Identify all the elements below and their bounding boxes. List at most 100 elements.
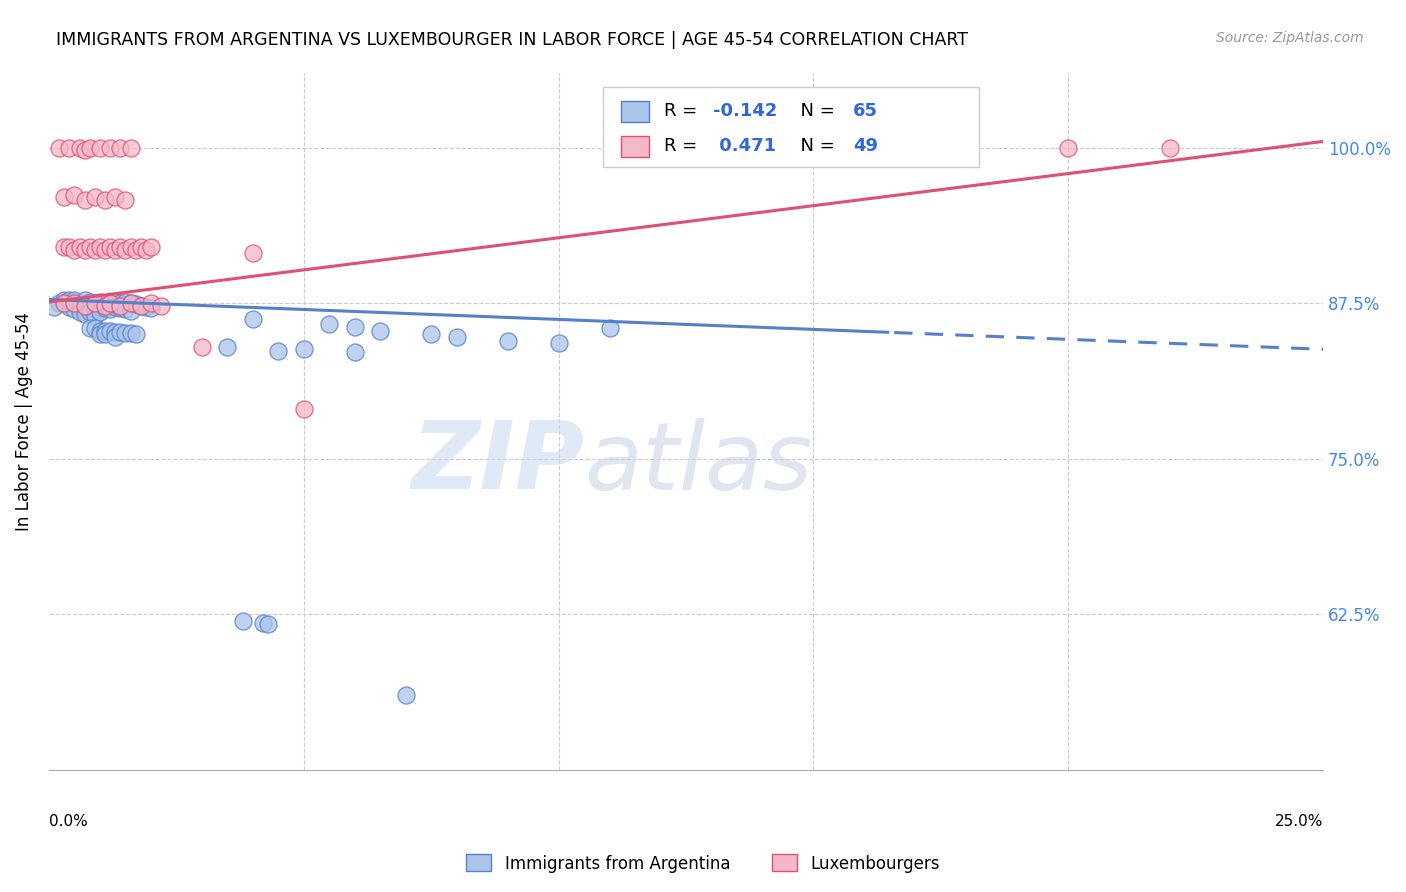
Point (124, 327, 146, 342)
Point (110, 325, 132, 339)
Point (83, 309, 105, 323)
Point (73, 308, 96, 322)
Point (110, 301, 132, 316)
Point (104, 325, 127, 339)
Point (242, 246, 264, 260)
Point (120, 326, 142, 340)
Point (120, 141, 142, 155)
Point (73, 299, 96, 313)
Point (63, 243, 86, 257)
Point (135, 243, 157, 257)
FancyBboxPatch shape (603, 87, 979, 167)
Point (58, 296, 80, 310)
Point (98, 302, 121, 317)
Point (89, 240, 111, 254)
Point (83, 190, 105, 204)
Point (89, 141, 111, 155)
Point (53, 296, 76, 310)
Text: R =: R = (665, 103, 703, 120)
Point (139, 296, 162, 310)
Point (420, 327, 443, 342)
Point (395, 689, 418, 703)
Point (104, 300, 127, 314)
Point (446, 330, 468, 344)
Point (48, 296, 70, 310)
Text: atlas: atlas (583, 417, 813, 508)
Point (114, 193, 136, 207)
Point (53, 293, 76, 307)
Point (110, 240, 132, 254)
Point (79, 295, 101, 310)
Point (79, 305, 101, 319)
Text: 49: 49 (853, 137, 877, 155)
Point (83, 302, 105, 317)
Point (104, 190, 127, 204)
Point (79, 240, 101, 254)
Point (114, 243, 136, 257)
Point (89, 305, 111, 319)
Point (120, 303, 142, 318)
Point (98, 324, 121, 338)
Point (89, 327, 111, 342)
Point (79, 300, 101, 314)
Point (599, 321, 621, 335)
Point (135, 300, 157, 314)
Bar (621, 136, 650, 157)
Point (292, 402, 315, 417)
Point (53, 240, 76, 254)
Point (94, 243, 117, 257)
Point (58, 300, 80, 314)
Point (191, 340, 214, 354)
Text: N =: N = (789, 103, 841, 120)
Text: Source: ZipAtlas.com: Source: ZipAtlas.com (1216, 31, 1364, 45)
Point (58, 240, 80, 254)
Point (110, 299, 132, 313)
Text: 0.0%: 0.0% (49, 814, 87, 829)
Point (129, 299, 152, 313)
Point (94, 301, 117, 316)
Point (217, 340, 239, 354)
Point (1159, 141, 1181, 155)
Legend: Immigrants from Argentina, Luxembourgers: Immigrants from Argentina, Luxembourgers (460, 847, 946, 880)
Point (242, 312, 264, 326)
Point (53, 190, 76, 204)
Point (343, 344, 366, 359)
Point (94, 299, 117, 313)
Point (343, 319, 366, 334)
Text: 65: 65 (853, 103, 877, 120)
Point (48, 141, 70, 155)
Point (318, 318, 340, 332)
Point (94, 327, 117, 342)
Point (42, 300, 65, 314)
Point (139, 240, 162, 254)
Point (368, 324, 391, 338)
Point (83, 321, 105, 335)
Point (94, 324, 117, 338)
Point (104, 243, 127, 257)
Point (63, 188, 86, 202)
Point (63, 293, 86, 307)
Point (257, 617, 280, 632)
Text: R =: R = (665, 137, 703, 155)
Point (110, 141, 132, 155)
Point (94, 193, 117, 207)
Point (110, 296, 132, 310)
Point (129, 240, 152, 254)
Text: 0.471: 0.471 (713, 137, 776, 155)
Point (124, 297, 146, 311)
Text: ZIP: ZIP (411, 417, 583, 509)
Point (114, 295, 136, 310)
Text: -0.142: -0.142 (713, 103, 778, 120)
Point (232, 614, 254, 628)
Point (83, 296, 105, 310)
Point (292, 343, 315, 357)
Point (120, 240, 142, 254)
Point (63, 302, 86, 317)
Point (69, 240, 91, 254)
Point (139, 301, 162, 316)
Point (98, 141, 121, 155)
Point (120, 296, 142, 310)
Point (267, 343, 290, 358)
Point (63, 296, 86, 310)
Point (94, 296, 117, 310)
